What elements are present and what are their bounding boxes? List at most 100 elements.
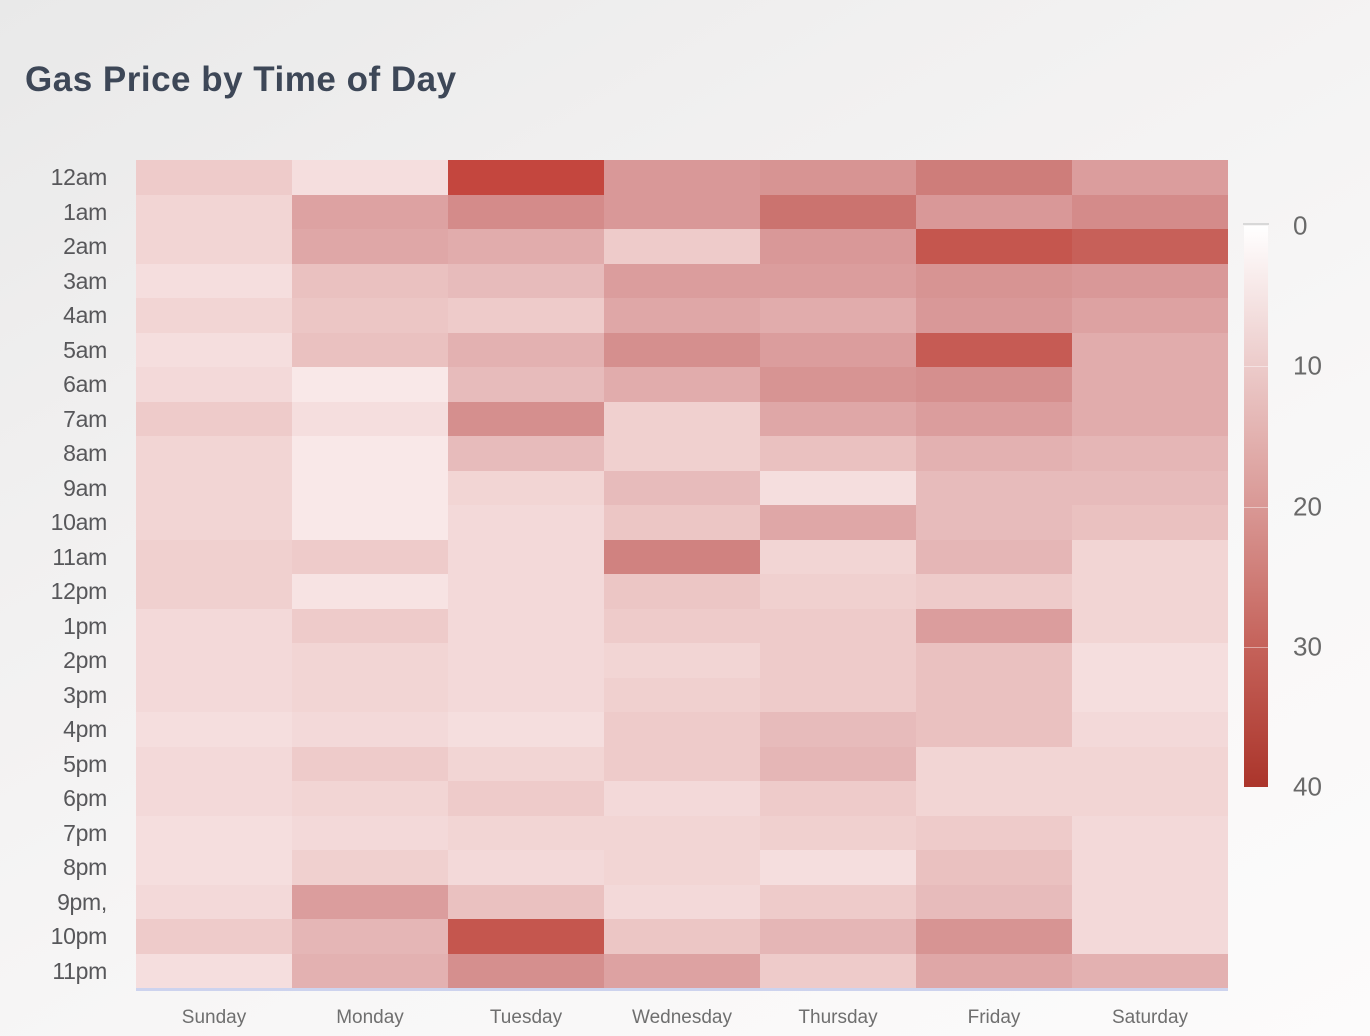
heatmap-cell[interactable] xyxy=(604,505,760,540)
heatmap-cell[interactable] xyxy=(916,401,1072,436)
heatmap-cell[interactable] xyxy=(1072,953,1228,988)
heatmap-cell[interactable] xyxy=(136,160,292,195)
heatmap-cell[interactable] xyxy=(916,712,1072,747)
heatmap-cell[interactable] xyxy=(1072,160,1228,195)
heatmap-cell[interactable] xyxy=(760,850,916,885)
heatmap-cell[interactable] xyxy=(136,712,292,747)
heatmap-cell[interactable] xyxy=(604,229,760,264)
heatmap-cell[interactable] xyxy=(448,850,604,885)
heatmap-cell[interactable] xyxy=(448,539,604,574)
heatmap-cell[interactable] xyxy=(448,367,604,402)
heatmap-cell[interactable] xyxy=(1072,229,1228,264)
heatmap-cell[interactable] xyxy=(292,332,448,367)
heatmap-cell[interactable] xyxy=(916,781,1072,816)
heatmap-cell[interactable] xyxy=(604,643,760,678)
heatmap-cell[interactable] xyxy=(760,574,916,609)
heatmap-cell[interactable] xyxy=(136,367,292,402)
heatmap-cell[interactable] xyxy=(292,953,448,988)
heatmap-cell[interactable] xyxy=(760,401,916,436)
heatmap-cell[interactable] xyxy=(1072,608,1228,643)
heatmap-cell[interactable] xyxy=(448,436,604,471)
heatmap-cell[interactable] xyxy=(604,263,760,298)
heatmap-cell[interactable] xyxy=(292,160,448,195)
heatmap-cell[interactable] xyxy=(1072,884,1228,919)
heatmap-cell[interactable] xyxy=(292,436,448,471)
heatmap-cell[interactable] xyxy=(604,194,760,229)
heatmap-cell[interactable] xyxy=(448,401,604,436)
heatmap-cell[interactable] xyxy=(760,263,916,298)
heatmap-cell[interactable] xyxy=(292,229,448,264)
heatmap-cell[interactable] xyxy=(1072,505,1228,540)
heatmap-cell[interactable] xyxy=(1072,781,1228,816)
heatmap-cell[interactable] xyxy=(760,229,916,264)
heatmap-cell[interactable] xyxy=(760,470,916,505)
heatmap-cell[interactable] xyxy=(604,608,760,643)
heatmap-cell[interactable] xyxy=(292,367,448,402)
heatmap-cell[interactable] xyxy=(760,367,916,402)
heatmap-cell[interactable] xyxy=(292,608,448,643)
heatmap-cell[interactable] xyxy=(604,160,760,195)
heatmap-cell[interactable] xyxy=(292,919,448,954)
heatmap-cell[interactable] xyxy=(136,884,292,919)
heatmap-cell[interactable] xyxy=(448,470,604,505)
heatmap-cell[interactable] xyxy=(916,643,1072,678)
heatmap-cell[interactable] xyxy=(916,229,1072,264)
heatmap-cell[interactable] xyxy=(604,815,760,850)
heatmap-cell[interactable] xyxy=(1072,401,1228,436)
heatmap-cell[interactable] xyxy=(760,160,916,195)
heatmap-cell[interactable] xyxy=(136,781,292,816)
heatmap-cell[interactable] xyxy=(604,712,760,747)
heatmap-cell[interactable] xyxy=(448,608,604,643)
heatmap-cell[interactable] xyxy=(604,953,760,988)
heatmap-cell[interactable] xyxy=(604,298,760,333)
heatmap-cell[interactable] xyxy=(1072,815,1228,850)
heatmap-cell[interactable] xyxy=(1072,746,1228,781)
heatmap-cell[interactable] xyxy=(448,160,604,195)
heatmap-cell[interactable] xyxy=(604,332,760,367)
heatmap-cell[interactable] xyxy=(604,919,760,954)
heatmap-cell[interactable] xyxy=(136,746,292,781)
heatmap-cell[interactable] xyxy=(292,505,448,540)
heatmap-cell[interactable] xyxy=(760,194,916,229)
heatmap-cell[interactable] xyxy=(916,332,1072,367)
heatmap-cell[interactable] xyxy=(1072,643,1228,678)
heatmap-cell[interactable] xyxy=(760,919,916,954)
heatmap-cell[interactable] xyxy=(448,298,604,333)
heatmap-cell[interactable] xyxy=(604,850,760,885)
heatmap-cell[interactable] xyxy=(604,539,760,574)
heatmap-cell[interactable] xyxy=(448,815,604,850)
heatmap-cell[interactable] xyxy=(448,746,604,781)
heatmap-cell[interactable] xyxy=(292,470,448,505)
heatmap-cell[interactable] xyxy=(136,229,292,264)
heatmap-cell[interactable] xyxy=(916,815,1072,850)
heatmap-cell[interactable] xyxy=(292,574,448,609)
heatmap-cell[interactable] xyxy=(292,298,448,333)
heatmap-cell[interactable] xyxy=(604,677,760,712)
heatmap-cell[interactable] xyxy=(136,919,292,954)
heatmap-cell[interactable] xyxy=(916,263,1072,298)
heatmap-cell[interactable] xyxy=(292,712,448,747)
heatmap-cell[interactable] xyxy=(1072,574,1228,609)
heatmap-cell[interactable] xyxy=(760,746,916,781)
heatmap-cell[interactable] xyxy=(448,919,604,954)
heatmap-cell[interactable] xyxy=(448,194,604,229)
heatmap-cell[interactable] xyxy=(760,953,916,988)
heatmap-cell[interactable] xyxy=(604,884,760,919)
heatmap-cell[interactable] xyxy=(448,229,604,264)
heatmap-cell[interactable] xyxy=(916,194,1072,229)
heatmap-cell[interactable] xyxy=(136,953,292,988)
heatmap-cell[interactable] xyxy=(448,574,604,609)
heatmap-cell[interactable] xyxy=(1072,367,1228,402)
heatmap-cell[interactable] xyxy=(916,367,1072,402)
heatmap-cell[interactable] xyxy=(136,194,292,229)
heatmap-cell[interactable] xyxy=(136,574,292,609)
heatmap-cell[interactable] xyxy=(136,298,292,333)
heatmap-cell[interactable] xyxy=(448,677,604,712)
heatmap-cell[interactable] xyxy=(916,677,1072,712)
heatmap-cell[interactable] xyxy=(136,677,292,712)
heatmap-cell[interactable] xyxy=(292,677,448,712)
heatmap-cell[interactable] xyxy=(760,332,916,367)
heatmap-cell[interactable] xyxy=(448,781,604,816)
heatmap-cell[interactable] xyxy=(448,884,604,919)
heatmap-cell[interactable] xyxy=(136,263,292,298)
